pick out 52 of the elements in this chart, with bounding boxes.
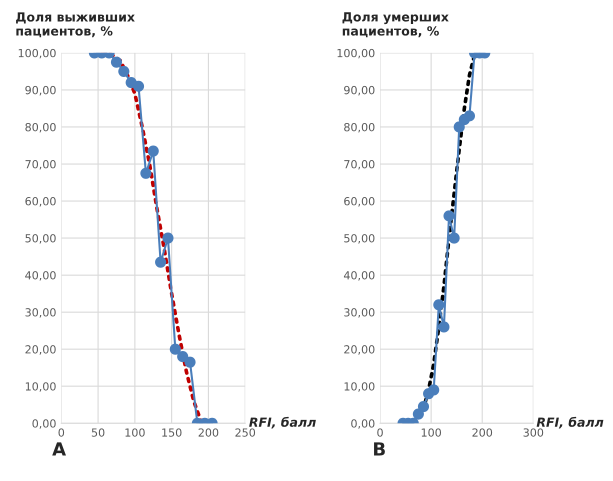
y-tick-label: 30,00 — [344, 308, 374, 318]
point — [140, 168, 152, 179]
point — [433, 299, 444, 310]
point — [132, 80, 144, 92]
point — [428, 384, 440, 396]
y-tick-label: 60,00 — [25, 197, 56, 207]
y-axis-title: Доля выживших пациентов, % — [16, 12, 135, 38]
point — [162, 232, 174, 244]
y-tick-label: 90,00 — [25, 86, 56, 96]
y-tick-label: 40,00 — [344, 271, 374, 281]
y-tick-label: 90,00 — [344, 86, 374, 96]
point — [148, 146, 159, 157]
y-tick-label: 100,00 — [338, 48, 374, 58]
y-tick-label: 10,00 — [344, 382, 374, 392]
y-tick-label: 60,00 — [344, 197, 374, 207]
x-tick-label: 100 — [422, 428, 442, 437]
point — [418, 401, 430, 412]
point — [443, 210, 455, 222]
y-tick-label: 10,00 — [26, 382, 56, 392]
point — [155, 256, 166, 268]
text: А — [52, 442, 66, 456]
y-tick-label: 80,00 — [344, 122, 374, 132]
point — [110, 56, 122, 68]
y-tick-label: 0,00 — [351, 419, 374, 429]
x-tick-label: 250 — [235, 428, 256, 437]
y-tick-label: 50,00 — [344, 234, 374, 244]
x-tick-label: 300 — [524, 428, 544, 437]
x-tick-label: 0 — [58, 428, 64, 437]
y-tick-label: 30,00 — [25, 308, 56, 318]
x-tick-label: 150 — [162, 428, 182, 437]
x-tick-label: 50 — [92, 428, 104, 437]
y-tick-label: 80,00 — [25, 122, 56, 132]
text: В — [374, 442, 385, 456]
x-axis-title: RFI, балл — [536, 416, 604, 429]
x-tick-label: 200 — [198, 428, 218, 437]
y-tick-label: 100,00 — [18, 48, 56, 58]
point — [118, 66, 130, 77]
y-tick-label: 20,00 — [25, 345, 56, 355]
y-axis-title: Доля умерших пациентов, % — [342, 12, 449, 38]
y-tick-label: 70,00 — [26, 160, 56, 170]
y-tick-label: 70,00 — [344, 160, 374, 170]
y-tick-label: 0,00 — [32, 419, 56, 429]
y-tick-label: 50,00 — [25, 234, 56, 244]
x-tick-label: 0 — [377, 428, 383, 437]
y-tick-label: 20,00 — [344, 345, 374, 355]
point — [438, 321, 450, 333]
x-tick-label: 100 — [125, 428, 145, 437]
x-tick-label: 200 — [472, 428, 492, 437]
y-tick-label: 40,00 — [25, 271, 56, 281]
point — [448, 232, 460, 244]
point — [464, 110, 476, 122]
x-axis-title: RFI, балл — [249, 416, 316, 429]
